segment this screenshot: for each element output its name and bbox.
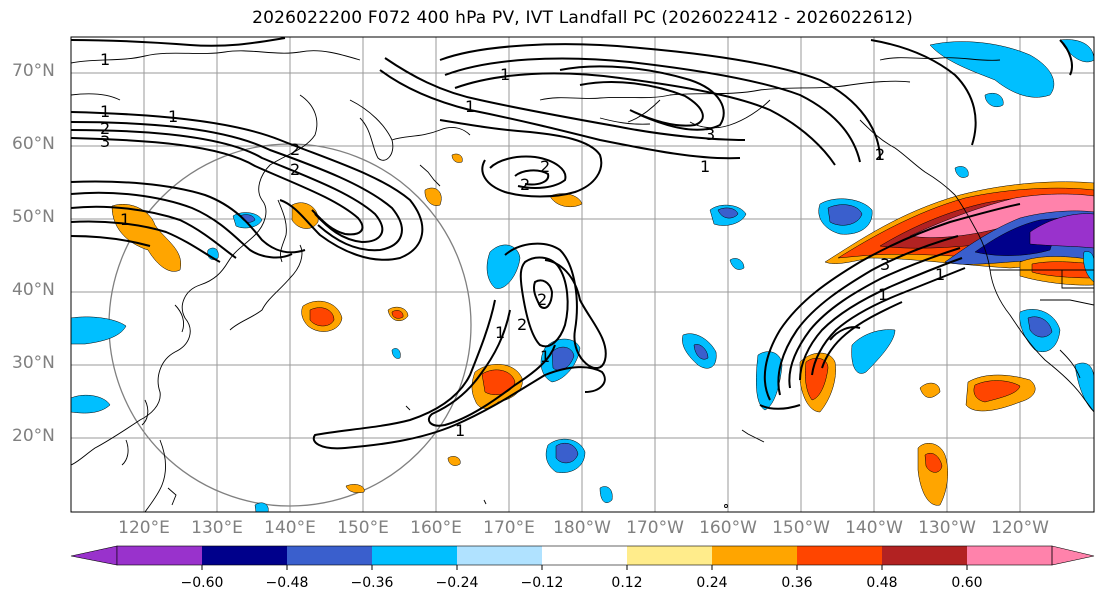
lon-label-180w: 180°W [553,518,611,538]
lon-label-150w: 150°W [772,518,830,538]
colorbar-tick-label: −0.12 [520,575,564,591]
pv-band-pink [909,193,1094,238]
colorbar-extend-high [1051,545,1095,566]
contour-label: 1 [168,107,178,126]
gridlines [71,37,1094,512]
lat-label-70n: 70°N [12,61,55,81]
lat-label-40n: 40°N [12,280,55,300]
contour-label-set: 1 1 2 3 1 2 2 1 1 2 3 1 2 1 2 2 1 1 2 3 … [100,50,945,440]
ivt-contours [71,37,1073,450]
pv-negative-arctic [929,41,1055,98]
colorbar-tick-label: 0.48 [866,575,898,591]
lon-label-160w: 160°W [699,518,757,538]
lon-label-160e: 160°E [410,518,462,538]
contour-label: 2 [517,315,527,334]
contour-label: 1 [878,285,888,304]
contour-label: 1 [465,97,475,116]
pv-negative-purple [1029,213,1094,249]
colorbar-tick-label: −0.60 [180,575,224,591]
colorbar-tick-label: −0.48 [265,575,309,591]
contour-label: 3 [705,125,715,144]
contour-label: 1 [455,421,465,440]
contour-label: 1 [500,65,510,84]
contour-label: 2 [520,175,530,194]
contour-label: 3 [880,255,890,274]
lat-label-20n: 20°N [12,426,55,446]
lat-label-50n: 50°N [12,207,55,227]
contour-label: 2 [540,157,550,176]
contour-label: 2 [875,145,885,164]
contour-label: 2 [290,160,300,179]
contour-label: 1 [100,50,110,69]
lon-label-150e: 150°E [337,518,389,538]
lon-label-170w: 170°W [626,518,684,538]
lon-label-120e: 120°E [118,518,170,538]
contour-label: 2 [537,290,547,309]
lon-label-120w: 120°W [991,518,1049,538]
contour-label: 1 [700,157,710,176]
lon-label-140e: 140°E [264,518,316,538]
contour-label: 1 [100,102,110,121]
colorbar [70,545,1095,570]
contour-label: 1 [120,210,130,229]
contour-label: 1 [495,323,505,342]
contour-label: 1 [935,265,945,284]
colorbar-tick-label: −0.24 [435,575,479,591]
map-border [70,36,1095,513]
pv-negative-cp1 [486,244,521,289]
contour-label: 1 [540,347,550,366]
contour-label: 2 [290,140,300,159]
colorbar-tick-label: 0.36 [781,575,813,591]
colorbar-tick-label: −0.36 [350,575,394,591]
colorbar-tick-label: 0.60 [951,575,983,591]
lon-label-170e: 170°E [483,518,535,538]
map-title: 2026022200 F072 400 hPa PV, IVT Landfall… [252,8,913,28]
colorbar-tick-label: 0.24 [696,575,728,591]
contour-label: 3 [100,132,110,151]
colorbar-extend-low [70,545,118,566]
colorbar-tick-label: 0.12 [611,575,643,591]
lon-label-130e: 130°E [191,518,243,538]
lon-label-140w: 140°W [845,518,903,538]
lon-label-130w: 130°W [918,518,976,538]
contour-label: 2 [100,119,110,138]
lat-label-30n: 30°N [12,353,55,373]
lat-label-60n: 60°N [12,134,55,154]
map-area: 1 1 2 3 1 2 2 1 1 2 3 1 2 1 2 2 1 1 2 3 … [71,37,1094,512]
coastlines [71,50,1094,512]
